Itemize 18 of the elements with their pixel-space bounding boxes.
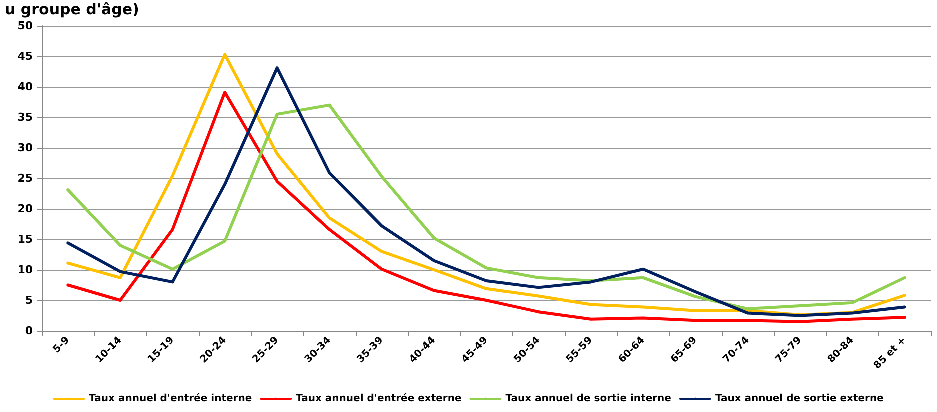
y-tick-label: 35 [18,111,33,124]
y-tick-label: 50 [18,20,34,32]
x-tick-label: 5-9 [51,335,72,356]
y-tick-label: 40 [18,80,34,94]
legend-label: Taux annuel de sortie externe [715,394,884,404]
x-tick-label: 85 et + [872,335,909,372]
y-tick-label: 15 [18,233,33,246]
y-tick-label: 5 [25,294,33,307]
y-tick-label: 25 [18,172,33,185]
y-tick-label: 45 [18,50,33,63]
chart-title: u groupe d'âge) [5,0,140,18]
y-tick-label: 30 [18,142,34,154]
legend-label: Taux annuel de sortie interne [506,394,672,404]
y-tick-label: 0 [25,324,34,338]
legend-label: Taux annuel d'entrée externe [296,394,462,404]
legend-label: Taux annuel d'entrée interne [89,394,252,404]
y-tick-label: 10 [18,264,34,276]
y-tick-label: 20 [18,202,34,216]
